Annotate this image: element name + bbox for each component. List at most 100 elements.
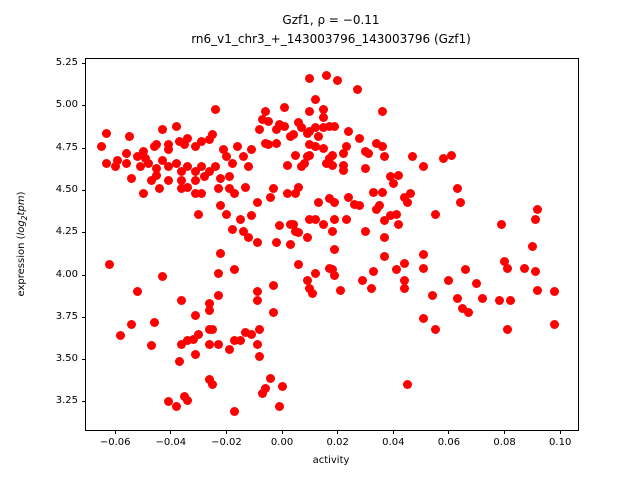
scatter-point — [146, 175, 156, 185]
x-axis-tick-label: −0.02 — [211, 437, 242, 448]
scatter-point — [533, 204, 543, 214]
scatter-point — [188, 334, 198, 344]
scatter-point — [216, 201, 226, 211]
scatter-point — [258, 388, 268, 398]
scatter-point — [127, 174, 137, 184]
scatter-point — [294, 118, 304, 128]
scatter-point — [302, 275, 312, 285]
y-axis-label-suffix: ) — [16, 191, 27, 196]
scatter-point — [266, 192, 276, 202]
scatter-point — [274, 221, 284, 231]
scatter-point — [183, 336, 192, 346]
chart-subtitle: rn6_v1_chr3_+_143003796_143003796 (Gzf1) — [191, 32, 471, 46]
scatter-point — [183, 133, 192, 143]
scatter-point — [157, 155, 167, 165]
scatter-point — [327, 150, 337, 160]
chart-title: Gzf1, ρ = −0.11 — [282, 13, 380, 27]
scatter-point — [361, 147, 370, 157]
scatter-point — [310, 123, 320, 133]
scatter-point — [361, 226, 370, 236]
scatter-point — [394, 170, 404, 180]
x-axis-tick-mark — [170, 430, 172, 434]
scatter-point — [477, 294, 487, 304]
scatter-point — [230, 189, 240, 199]
scatter-point — [427, 290, 437, 300]
scatter-point — [246, 329, 256, 339]
scatter-point — [191, 189, 201, 199]
scatter-point — [285, 240, 295, 250]
scatter-point — [263, 140, 273, 150]
scatter-point — [230, 407, 240, 417]
scatter-point — [235, 336, 245, 346]
scatter-point — [502, 263, 512, 273]
scatter-point — [174, 356, 184, 366]
x-axis-tick-mark — [225, 430, 227, 434]
scatter-point — [208, 324, 218, 334]
scatter-point — [205, 339, 215, 349]
scatter-point — [452, 294, 462, 304]
scatter-point — [505, 295, 515, 305]
scatter-point — [272, 138, 281, 148]
scatter-point — [194, 329, 204, 339]
scatter-point — [297, 123, 307, 133]
scatter-point — [224, 344, 234, 354]
y-axis-tick-mark — [82, 147, 86, 149]
scatter-point — [372, 138, 382, 148]
scatter-point — [191, 349, 201, 359]
scatter-point — [110, 162, 120, 172]
scatter-point — [380, 152, 390, 162]
scatter-point — [419, 250, 429, 260]
scatter-point — [255, 324, 265, 334]
scatter-point — [138, 189, 148, 199]
scatter-point — [216, 248, 226, 258]
x-axis-tick-label: 0.08 — [493, 437, 516, 448]
scatter-point — [174, 136, 184, 146]
scatter-point — [438, 153, 448, 163]
scatter-point — [274, 402, 284, 412]
y-axis-tick-mark — [82, 401, 86, 403]
scatter-point — [288, 219, 298, 229]
scatter-point — [333, 76, 343, 86]
scatter-point — [183, 182, 192, 192]
scatter-point — [252, 295, 262, 305]
scatter-point — [399, 192, 409, 202]
plot-area: −0.06 −0.04 −0.02 0.00 0.02 0.04 0.06 0.08 0.10 3… — [56, 57, 579, 448]
scatter-point — [163, 175, 173, 185]
scatter-point — [244, 233, 254, 243]
scatter-point — [280, 103, 290, 113]
scatter-point — [196, 189, 206, 199]
scatter-point — [322, 71, 332, 81]
x-axis-tick-mark — [559, 430, 561, 434]
scatter-point — [494, 295, 504, 305]
y-axis-tick-mark — [82, 105, 86, 107]
scatter-point — [221, 152, 231, 162]
scatter-point — [205, 299, 215, 309]
scatter-point — [116, 331, 126, 341]
scatter-point — [163, 145, 173, 155]
scatter-point — [255, 351, 265, 361]
scatter-point — [319, 104, 329, 114]
scatter-point — [399, 275, 409, 285]
scatter-point — [310, 94, 320, 104]
scatter-point — [235, 214, 245, 224]
scatter-point — [244, 162, 254, 172]
scatter-point — [319, 113, 329, 123]
scatter-point — [377, 142, 387, 152]
scatter-point — [310, 214, 320, 224]
scatter-point — [294, 260, 304, 270]
scatter-point — [258, 115, 268, 124]
scatter-point — [419, 162, 429, 172]
scatter-point — [341, 142, 351, 152]
scatter-point — [430, 324, 440, 334]
scatter-point — [132, 152, 142, 162]
scatter-point — [230, 265, 240, 275]
scatter-point — [388, 179, 398, 189]
y-axis-tick-label: 3.75 — [55, 310, 78, 322]
scatter-point — [171, 158, 181, 168]
scatter-point — [177, 339, 187, 349]
scatter-point — [152, 140, 162, 150]
y-axis-tick-mark — [82, 316, 86, 318]
scatter-point — [402, 380, 412, 390]
scatter-point — [157, 125, 167, 135]
x-axis-tick-label: 0.02 — [326, 437, 349, 448]
